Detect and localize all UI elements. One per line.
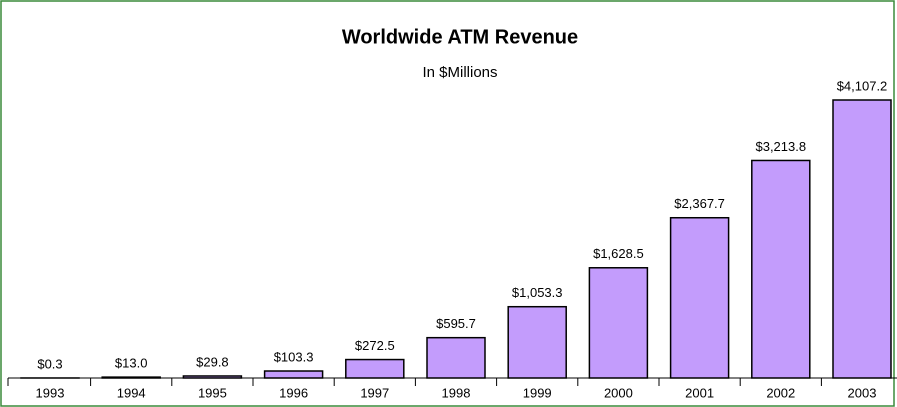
x-tick-label: 1996 xyxy=(279,385,308,400)
bar xyxy=(669,216,730,379)
bar xyxy=(751,159,811,379)
chart-title: Worldwide ATM Revenue xyxy=(342,26,578,48)
value-label: $0.3 xyxy=(37,356,62,371)
x-tick-label: 1995 xyxy=(198,385,227,400)
x-tick-label: 1998 xyxy=(442,385,471,400)
x-tick-label: 1997 xyxy=(360,385,389,400)
value-label: $595.7 xyxy=(436,316,476,331)
bar xyxy=(588,267,649,379)
value-label: $3,213.8 xyxy=(755,139,806,154)
x-tick-label: 2001 xyxy=(685,385,714,400)
x-tick-label: 1999 xyxy=(523,385,552,400)
bar xyxy=(832,99,892,379)
value-label: $272.5 xyxy=(355,338,395,353)
x-tick-label: 2002 xyxy=(766,385,795,400)
value-label: $103.3 xyxy=(274,349,314,364)
value-label: $1,053.3 xyxy=(512,285,563,300)
bar xyxy=(263,370,324,379)
x-tick-label: 1993 xyxy=(36,385,65,400)
value-label: $4,107.2 xyxy=(837,78,888,93)
bar xyxy=(507,305,567,379)
x-tick-label: 1994 xyxy=(117,385,146,400)
bar xyxy=(345,358,405,379)
bar xyxy=(426,336,486,379)
x-tick-label: 2003 xyxy=(848,385,877,400)
bar xyxy=(101,376,161,379)
chart-subtitle: In $Millions xyxy=(422,64,497,81)
x-tick-label: 2000 xyxy=(604,385,633,400)
value-label: $1,628.5 xyxy=(593,246,644,261)
value-label: $2,367.7 xyxy=(674,196,725,211)
value-label: $29.8 xyxy=(196,354,229,369)
value-label: $13.0 xyxy=(115,356,148,371)
bar xyxy=(182,375,243,379)
